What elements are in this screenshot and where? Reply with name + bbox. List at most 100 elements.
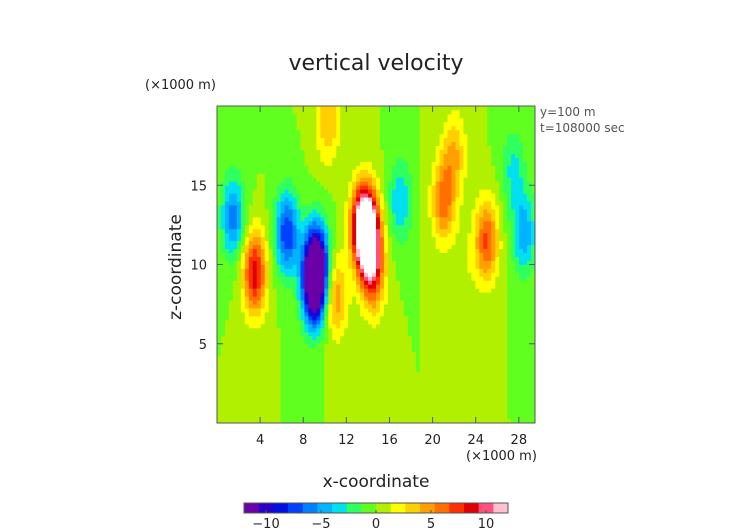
heat-cell [447,407,452,412]
heat-cell [451,137,456,143]
heat-cell [360,173,365,178]
heat-cell [360,113,365,119]
heat-cell [320,395,325,400]
heat-cell [383,121,389,127]
heat-cell [324,300,329,305]
heat-cell [324,252,329,257]
heat-cell [364,216,369,222]
heat-cell [296,304,301,309]
heat-cell [443,252,448,257]
heat-cell [387,157,393,162]
heat-cell [455,327,460,333]
heat-cell [419,331,425,337]
heat-cell [232,141,238,147]
heat-cell [248,244,254,250]
heat-cell [376,189,381,194]
heat-cell [268,212,274,218]
heat-cell [459,224,464,230]
heat-cell [316,109,321,115]
heat-cell [284,391,289,396]
heat-cell [228,296,234,301]
heat-cell [352,149,357,154]
heat-cell [316,141,321,147]
heat-cell [356,343,361,349]
heat-cell [288,177,293,182]
heat-cell [443,117,448,123]
heat-cell [344,252,349,257]
heat-cell [280,109,285,115]
heat-cell [224,161,230,166]
heat-cell [264,212,270,218]
heat-cell [379,117,385,123]
heat-cell [280,343,285,349]
heat-cell [280,121,285,127]
heat-cell [260,106,266,111]
heat-cell [264,415,270,420]
heat-cell [304,288,309,293]
heat-cell [316,351,321,357]
heat-cell [284,248,289,254]
heat-cell [308,375,313,380]
heat-cell [264,177,270,182]
heat-cell [217,252,222,257]
heat-cell [427,316,433,321]
heat-cell [364,363,369,368]
heat-cell [236,379,242,384]
heat-cell [316,169,321,174]
heat-cell [300,220,305,226]
heat-cell [423,181,429,186]
heat-cell [264,236,270,242]
heat-cell [344,169,349,174]
heat-cell [352,308,357,313]
heat-cell [340,359,345,364]
heat-cell [252,379,258,384]
heat-cell [459,359,464,364]
heat-cell [260,133,266,139]
heat-cell [316,339,321,345]
heat-cell [324,240,329,246]
heat-cell [399,379,405,384]
heat-cell [391,339,397,345]
heat-cell [252,256,258,261]
heat-cell [280,205,285,210]
heat-cell [292,252,297,257]
heat-cell [236,149,242,154]
heat-cell [443,260,448,265]
heat-cell [383,415,389,420]
heat-cell [240,216,246,222]
heat-cell [399,236,405,242]
heat-cell [232,228,238,234]
heat-cell [296,319,301,325]
heat-cell [296,145,301,150]
heat-cell [256,141,262,147]
heat-cell [379,296,385,301]
heat-cell [260,232,266,238]
heat-cell [300,300,305,305]
heat-cell [256,193,262,198]
heat-cell [463,395,468,400]
heat-cell [324,288,329,293]
heat-cell [459,161,464,166]
heat-cell [344,391,349,396]
heat-cell [332,248,337,254]
heat-cell [399,355,405,360]
heat-cell [268,387,274,392]
heat-cell [276,391,282,396]
heat-cell [236,177,242,182]
heat-cell [296,177,301,182]
heat-cell [391,343,397,349]
heat-cell [292,323,297,329]
heat-cell [459,181,464,186]
heat-cell [407,212,413,218]
heat-cell [240,212,246,218]
heat-cell [360,212,365,218]
heat-cell [387,355,393,360]
heat-cell [407,327,413,333]
heat-cell [276,193,282,198]
heat-cell [264,240,270,246]
heat-cell [272,272,278,277]
heat-cell [328,169,333,174]
heat-cell [312,411,317,416]
heat-cell [276,260,282,265]
heat-cell [360,363,365,368]
